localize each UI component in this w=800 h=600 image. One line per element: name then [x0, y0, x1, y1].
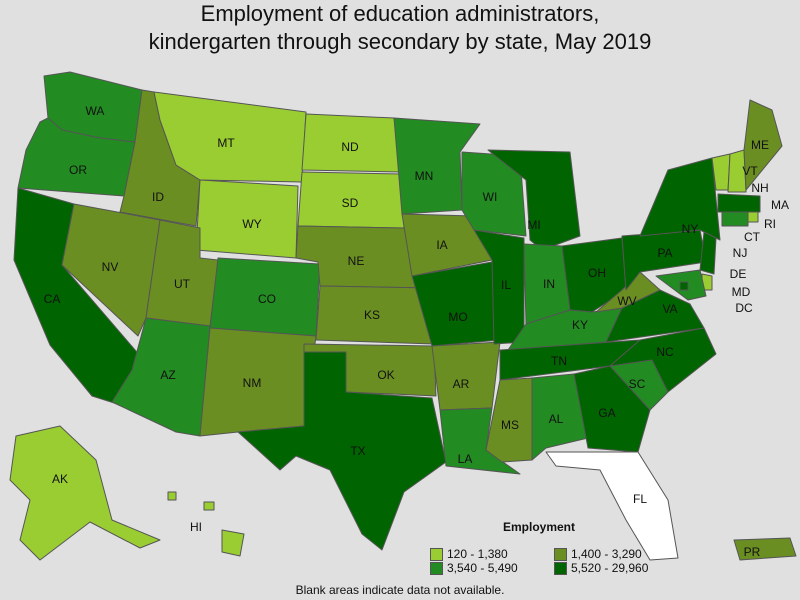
state-label-ks: KS	[364, 308, 380, 322]
legend-label-1: 120 - 1,380	[447, 547, 508, 561]
state-label-tx: TX	[350, 444, 365, 458]
state-nv	[61, 203, 161, 337]
state-label-ny: NY	[682, 222, 699, 236]
legend-title: Employment	[503, 520, 576, 534]
state-label-id: ID	[152, 190, 164, 204]
title-line-2: kindergarten through secondary by state,…	[148, 29, 652, 54]
legend-swatch-4	[554, 561, 567, 575]
state-dc	[679, 281, 689, 291]
state-ga	[573, 365, 651, 453]
state-label-al: AL	[549, 412, 564, 426]
state-label-in: IN	[543, 277, 555, 291]
state-fl	[545, 451, 679, 561]
state-label-la: LA	[458, 452, 473, 466]
legend-label-2: 1,400 - 3,290	[571, 547, 642, 561]
state-label-nd: ND	[341, 140, 359, 154]
state-label-mn: MN	[415, 169, 434, 183]
state-label-hi: HI	[190, 520, 202, 534]
state-wv	[595, 271, 661, 313]
legend-label-3: 3,540 - 5,490	[447, 561, 518, 575]
state-hi	[167, 491, 245, 557]
state-ak	[9, 425, 161, 561]
state-label-tn: TN	[551, 354, 567, 368]
legend-label-4: 5,520 - 29,960	[571, 561, 649, 575]
state-me	[743, 99, 783, 191]
state-label-pr: PR	[744, 545, 761, 559]
state-label-ne: NE	[348, 254, 365, 268]
state-label-ga: GA	[598, 406, 615, 420]
state-label-mt: MT	[217, 136, 235, 150]
state-nj	[699, 231, 717, 275]
legend-item-4: 5,520 - 29,960	[554, 561, 648, 575]
state-mn	[393, 117, 481, 215]
state-label-nm: NM	[243, 376, 262, 390]
state-label-il: IL	[501, 278, 511, 292]
state-va	[605, 289, 705, 343]
state-label-ri: RI	[764, 217, 776, 231]
state-label-wy: WY	[242, 217, 261, 231]
state-label-de: DE	[730, 267, 747, 281]
state-label-ok: OK	[377, 368, 394, 382]
state-label-ma: MA	[771, 198, 789, 212]
state-il	[473, 229, 525, 345]
state-label-ca: CA	[44, 292, 61, 306]
state-label-wv: WV	[617, 294, 636, 308]
legend-item-3: 3,540 - 5,490	[430, 561, 518, 575]
state-label-nc: NC	[656, 345, 674, 359]
legend-item-2: 1,400 - 3,290	[554, 547, 642, 561]
state-label-sd: SD	[342, 196, 359, 210]
state-label-ia: IA	[436, 238, 447, 252]
state-ms	[485, 377, 533, 463]
state-label-ms: MS	[501, 418, 519, 432]
state-ct	[721, 211, 749, 227]
state-al	[531, 373, 589, 461]
legend-swatch-2	[554, 547, 567, 561]
state-label-wa: WA	[86, 104, 105, 118]
state-label-ak: AK	[52, 472, 68, 486]
state-nc	[609, 327, 717, 393]
legend-item-1: 120 - 1,380	[430, 547, 508, 561]
state-label-nv: NV	[102, 260, 119, 274]
state-label-co: CO	[258, 292, 276, 306]
state-label-ar: AR	[453, 377, 470, 391]
state-pr	[733, 537, 797, 561]
state-tx	[237, 351, 447, 551]
map-title: Employment of education administrators, …	[0, 0, 800, 56]
state-ny	[639, 157, 721, 241]
state-label-pa: PA	[657, 246, 672, 260]
legend-swatch-1	[430, 547, 443, 561]
state-label-me: ME	[751, 138, 769, 152]
state-nh	[727, 149, 747, 193]
state-label-mo: MO	[448, 310, 467, 324]
state-label-md: MD	[732, 285, 751, 299]
state-ar	[431, 341, 501, 411]
state-label-va: VA	[662, 302, 677, 316]
state-label-ky: KY	[572, 318, 588, 332]
state-label-ct: CT	[744, 230, 761, 244]
title-line-1: Employment of education administrators,	[200, 1, 600, 26]
state-ri	[747, 211, 759, 223]
state-label-nj: NJ	[733, 246, 748, 260]
state-label-dc: DC	[735, 301, 753, 315]
legend-swatch-3	[430, 561, 443, 575]
state-label-wi: WI	[483, 190, 498, 204]
state-label-mi: MI	[527, 218, 540, 232]
state-label-az: AZ	[160, 368, 175, 382]
state-label-nh: NH	[751, 181, 768, 195]
state-ma	[717, 193, 761, 213]
state-label-or: OR	[69, 163, 87, 177]
state-label-fl: FL	[633, 492, 647, 506]
state-label-vt: VT	[742, 164, 758, 178]
footnote: Blank areas indicate data not available.	[295, 583, 505, 597]
state-label-ut: UT	[174, 277, 191, 291]
state-label-oh: OH	[588, 266, 606, 280]
state-label-sc: SC	[629, 377, 646, 391]
